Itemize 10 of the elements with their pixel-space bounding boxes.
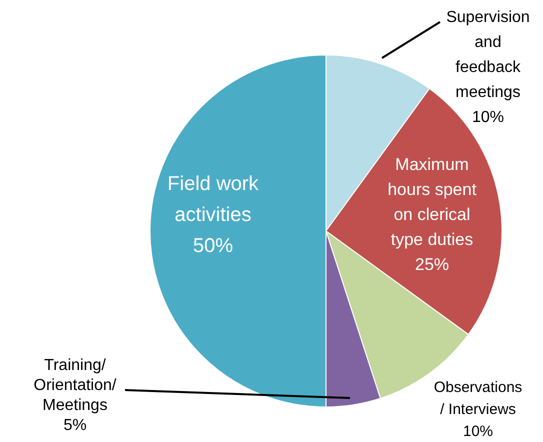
data-label: 10% bbox=[462, 423, 494, 440]
slice-label: Observations / Interviews bbox=[434, 379, 522, 418]
data-label: 25% bbox=[414, 255, 450, 274]
data-label: 5% bbox=[63, 417, 87, 434]
slice-label: Field work activities bbox=[167, 173, 260, 226]
data-label: 10% bbox=[472, 109, 504, 126]
slice-label: Maximum hours spent on clerical type duties bbox=[388, 155, 477, 249]
slice-label: Training/ Orientation/ Meetings bbox=[34, 357, 117, 414]
slice-label: Supervision and feedback meetings bbox=[446, 9, 530, 101]
data-label: 50% bbox=[192, 235, 234, 257]
